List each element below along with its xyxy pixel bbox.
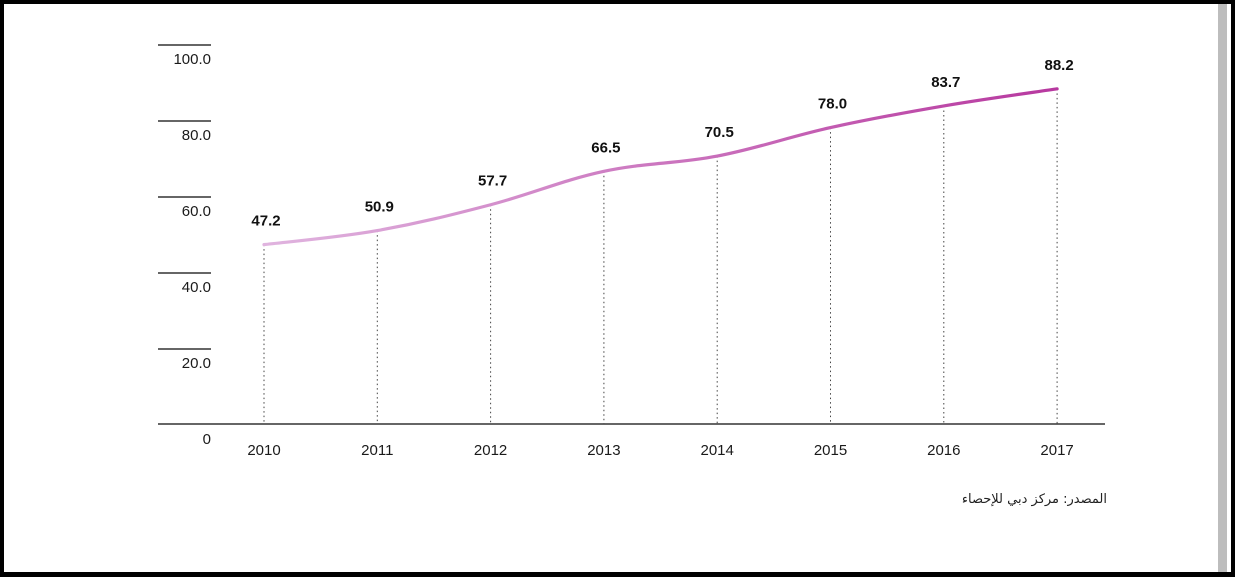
x-tick-label: 2017 xyxy=(1040,442,1073,459)
source-note: المصدر: مركز دبي للإحصاء xyxy=(961,492,1107,507)
data-label: 47.2 xyxy=(251,213,280,230)
scrollbar-strip xyxy=(1218,4,1227,572)
data-label: 50.9 xyxy=(365,199,394,216)
y-tick-label: 0 xyxy=(203,431,211,448)
line-layer xyxy=(262,87,1059,247)
x-tick-label: 2015 xyxy=(814,442,847,459)
series-line xyxy=(262,87,1059,247)
label-layer: 47.2 50.9 57.7 66.5 70.5 78.0 83.7 88.2 xyxy=(251,57,1073,230)
x-tick-label: 2011 xyxy=(361,442,393,459)
y-tick-label: 60.0 xyxy=(182,203,211,220)
x-tick-label: 2013 xyxy=(587,442,620,459)
data-label: 66.5 xyxy=(591,139,620,156)
data-label: 57.7 xyxy=(478,173,507,190)
y-tick-label: 40.0 xyxy=(182,279,211,296)
axis-layer: 0 20.0 40.0 60.0 80.0 100.0 2010 2011 2012 2013 20… xyxy=(158,44,1105,459)
x-tick-label: 2010 xyxy=(247,442,280,459)
x-tick-label: 2016 xyxy=(927,442,960,459)
data-label: 83.7 xyxy=(931,74,960,91)
y-tick-label: 20.0 xyxy=(182,355,211,372)
guide-layer xyxy=(263,88,1058,424)
y-tick-label: 100.0 xyxy=(173,51,211,68)
x-tick-label: 2012 xyxy=(474,442,507,459)
data-label: 78.0 xyxy=(818,96,847,113)
y-tick-label: 80.0 xyxy=(182,127,211,144)
data-label: 70.5 xyxy=(705,124,734,141)
data-label: 88.2 xyxy=(1044,57,1073,74)
x-tick-label: 2014 xyxy=(701,442,734,459)
